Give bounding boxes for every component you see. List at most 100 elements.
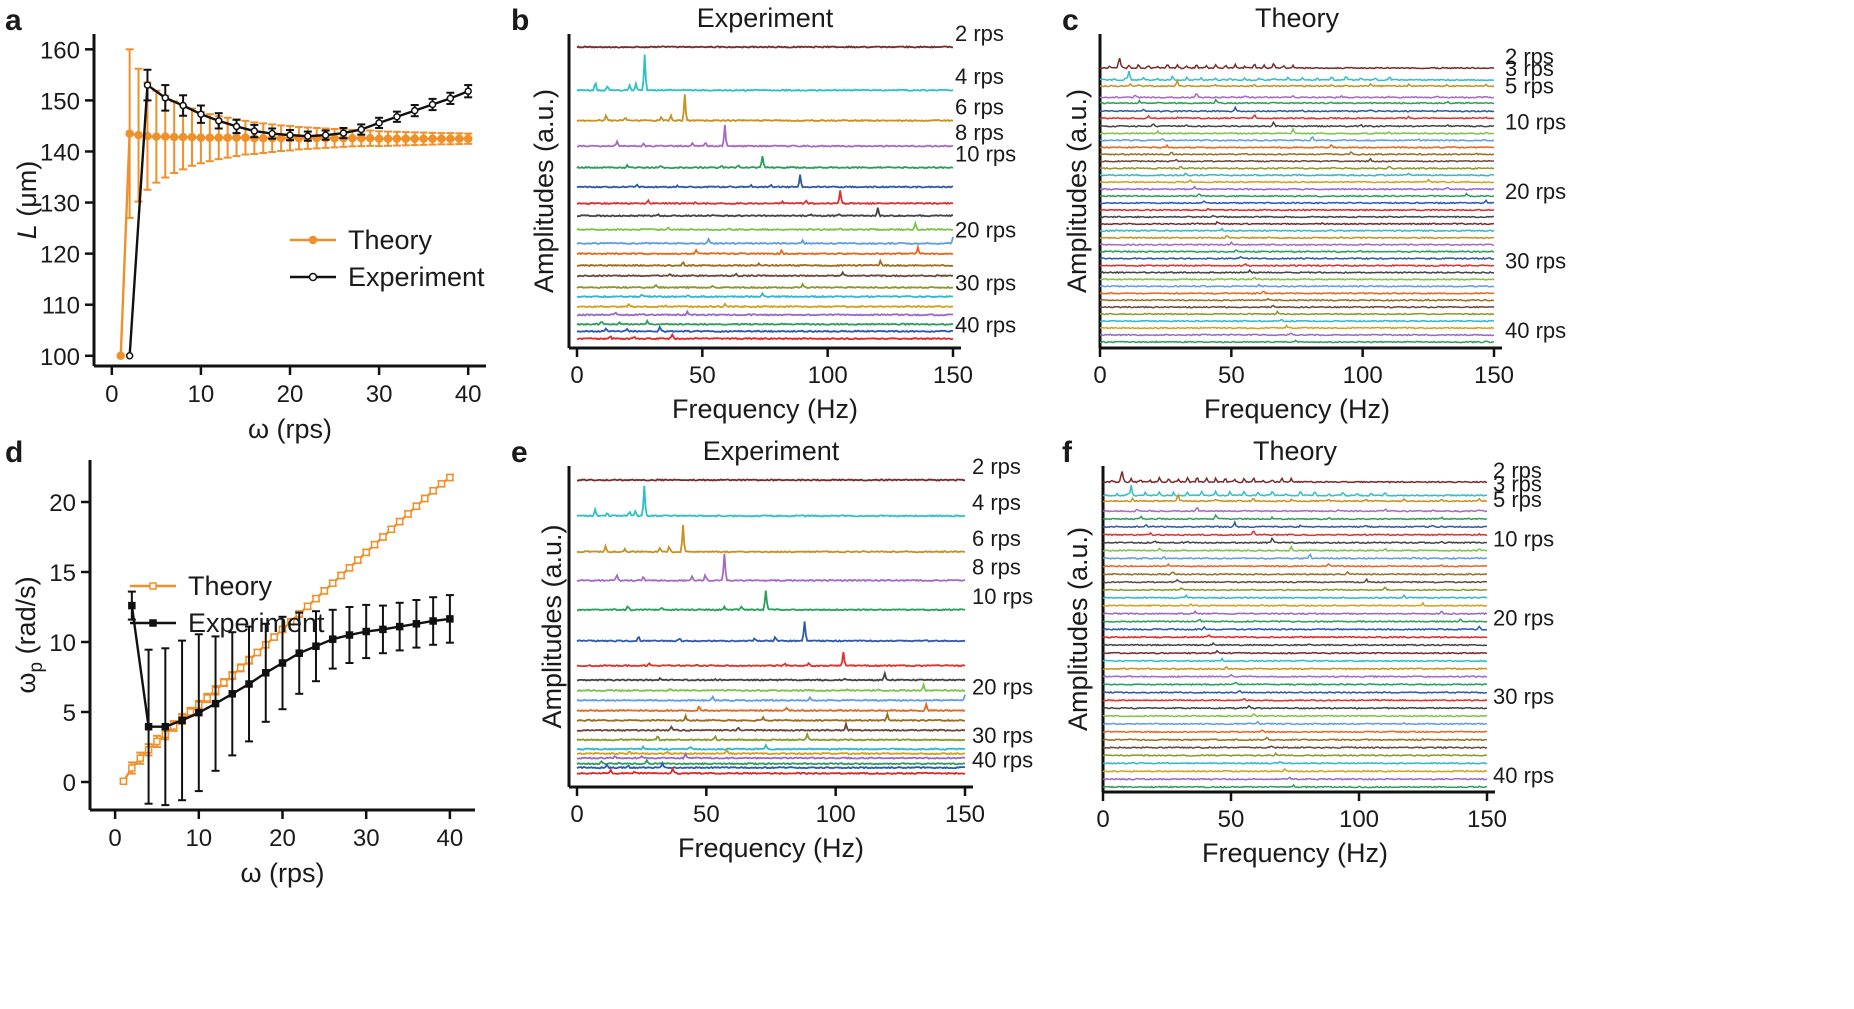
spectrum-trace <box>1099 227 1495 233</box>
spectrum-trace <box>1099 220 1495 226</box>
spectrum-trace <box>576 220 954 232</box>
data-point <box>339 129 348 137</box>
spectrum-trace <box>576 710 966 723</box>
spectrum-trace <box>1099 178 1495 184</box>
data-point <box>214 133 223 142</box>
data-point <box>421 494 429 503</box>
data-point <box>446 615 454 623</box>
x-tick-label: 10 <box>188 381 215 408</box>
speed-label: 10 rps <box>955 142 1016 167</box>
spectrum-trace <box>1102 745 1488 750</box>
panel-title: Experiment <box>703 436 840 466</box>
y-tick-label: 130 <box>40 191 80 218</box>
data-point <box>379 533 387 541</box>
spectrum-trace <box>576 174 954 189</box>
data-point <box>375 119 383 127</box>
y-axis-label-unit: (μm) <box>12 161 42 225</box>
spectrum-trace <box>576 651 966 668</box>
data-point <box>186 708 195 716</box>
data-point <box>161 132 170 141</box>
data-point <box>304 132 312 140</box>
spectrum-trace <box>1102 657 1488 663</box>
spectrum-trace <box>1102 493 1488 503</box>
x-tick-label: 100 <box>816 801 856 828</box>
data-point <box>312 642 320 650</box>
trace-stack <box>1102 471 1488 789</box>
data-point <box>410 106 419 115</box>
speed-label: 3 rps <box>1493 471 1542 496</box>
spectrum-trace <box>1099 339 1495 344</box>
x-tick-label: 40 <box>437 825 464 852</box>
spectrum-trace <box>1100 70 1495 82</box>
data-point <box>464 87 472 95</box>
spectrum-trace <box>576 94 954 123</box>
data-point <box>253 648 262 657</box>
data-point <box>357 133 366 143</box>
spectrum-trace <box>1102 776 1488 781</box>
data-point <box>125 129 134 138</box>
spectrum-trace <box>576 236 954 246</box>
y-axis-label: Amplitudes (a.u.) <box>1062 89 1092 293</box>
spectrum-trace <box>1099 249 1495 254</box>
data-point <box>286 131 294 139</box>
legend-theory: Theory <box>290 225 433 255</box>
data-point <box>268 129 276 138</box>
spectrum-trace <box>1102 562 1488 568</box>
data-point <box>232 122 241 131</box>
data-point <box>428 134 437 143</box>
spectrum-trace <box>576 681 966 693</box>
data-point <box>187 132 197 142</box>
speed-label: 20 rps <box>972 674 1033 699</box>
spectrum-trace <box>1103 681 1488 686</box>
data-point <box>393 112 401 121</box>
spectrum-trace <box>576 258 954 268</box>
speed-label: 5 rps <box>1493 487 1542 512</box>
data-point <box>196 133 206 142</box>
spectrum-trace <box>576 45 954 49</box>
spectrum-trace <box>1102 767 1488 773</box>
data-point <box>211 699 220 708</box>
spectrum-trace <box>1102 649 1488 655</box>
data-point <box>128 764 136 772</box>
data-point <box>401 134 411 143</box>
spectrum-trace <box>1102 553 1488 560</box>
data-point <box>446 473 454 482</box>
spectrum-trace <box>1099 290 1495 296</box>
panel-label: a <box>5 4 22 37</box>
spectrum-trace <box>1102 720 1488 726</box>
spectrum-trace <box>576 54 954 92</box>
spectrum-trace <box>576 748 966 756</box>
y-axis-label-unit: (rad/s) <box>11 576 41 662</box>
spectrum-trace <box>1102 634 1488 639</box>
spectrum-trace <box>1099 332 1495 337</box>
y-axis-label: Amplitudes (a.u.) <box>529 89 559 293</box>
x-tick-label: 10 <box>185 825 212 852</box>
legend-theory: Theory <box>130 571 273 601</box>
data-point <box>214 117 223 125</box>
y-tick-label: 140 <box>40 139 80 166</box>
x-axis-label: ω (rps) <box>240 858 324 888</box>
y-tick-label: 10 <box>49 630 76 657</box>
spectrum-trace <box>1099 143 1495 149</box>
speed-label: 5 rps <box>1505 73 1554 98</box>
spectrum-trace <box>1102 713 1488 718</box>
data-point <box>337 571 345 580</box>
legend-label: Experiment <box>188 608 325 638</box>
data-point <box>328 635 337 643</box>
panel-c: 0 50 100 150 Frequency (Hz) Theory Amplitudes … <box>1062 3 1566 424</box>
spectrum-trace <box>1102 673 1488 679</box>
legend-marker <box>149 582 157 590</box>
data-point <box>379 625 387 634</box>
data-point <box>116 351 125 361</box>
spectrum-trace <box>576 282 954 290</box>
x-tick-label: 100 <box>1343 362 1383 389</box>
spectrum-trace <box>1099 276 1495 281</box>
spectrum-trace <box>1103 577 1488 584</box>
panel-a: 0 10 20 30 40 100 110 120 130 140 150 160 ω (rps) L (… <box>5 4 486 444</box>
y-tick-label: 20 <box>49 490 76 517</box>
spectrum-trace <box>1099 105 1495 113</box>
spectrum-trace <box>1102 625 1488 631</box>
data-point <box>232 133 241 142</box>
x-tick-label: 150 <box>945 801 985 828</box>
spectrum-trace <box>576 766 966 776</box>
